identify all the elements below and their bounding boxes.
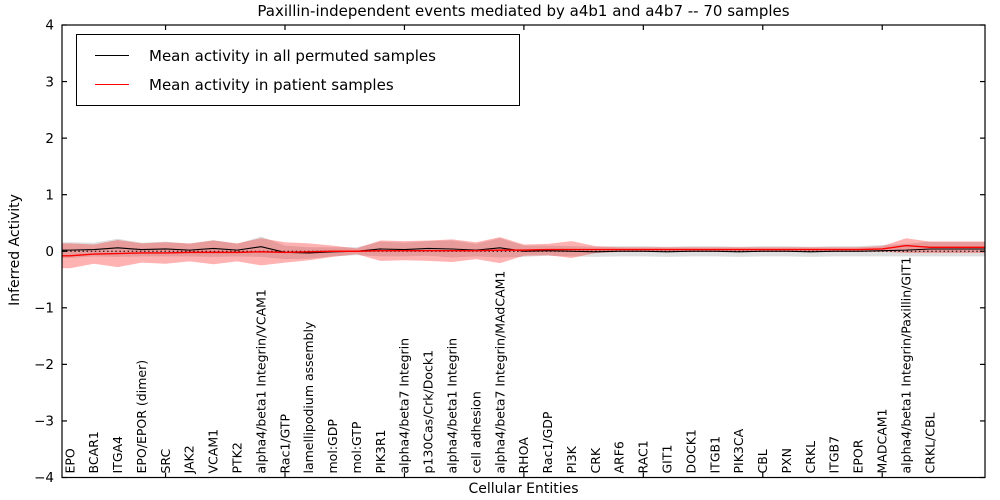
- x-category-label: CBL: [755, 449, 770, 473]
- x-category-label: alpha4/beta1 Integrin/Paxillin/GIT1: [898, 257, 913, 474]
- x-category-label: SRC: [158, 449, 173, 474]
- x-category-label: Rac1/GTP: [277, 414, 292, 474]
- x-category-label: cell adhesion: [468, 391, 483, 473]
- x-category-label: mol:GTP: [349, 421, 364, 473]
- x-category-label: EPOR: [851, 439, 866, 473]
- x-category-label: p130Cas/Crk/Dock1: [421, 350, 436, 474]
- x-category-label: DOCK1: [683, 429, 698, 473]
- x-category-label: Rac1/GDP: [540, 411, 555, 473]
- y-tick-label: 0: [45, 244, 54, 260]
- legend-label-patient: Mean activity in patient samples: [149, 75, 394, 94]
- y-axis-label: Inferred Activity: [7, 194, 23, 306]
- x-category-label: PIK3R1: [373, 429, 388, 473]
- x-category-label: JAK2: [182, 445, 197, 474]
- x-category-label: GIT1: [659, 445, 674, 474]
- x-category-label: CRKL: [803, 441, 818, 474]
- x-category-label: MADCAM1: [874, 409, 889, 474]
- permuted-std-band: [62, 236, 985, 260]
- x-category-label: ARF6: [612, 441, 627, 473]
- x-axis-label: Cellular Entities: [468, 481, 579, 497]
- y-tick-label: 2: [45, 131, 54, 147]
- x-category-label: ITGB7: [827, 436, 842, 474]
- x-category-label: RAC1: [636, 440, 651, 473]
- y-tick-label: 4: [45, 18, 54, 34]
- x-category-label: alpha4/beta7 Integrin/MAdCAM1: [492, 271, 507, 474]
- x-category-label: BCAR1: [86, 431, 101, 473]
- permuted-mean-line: [62, 246, 985, 254]
- legend: Mean activity in all permuted samples Me…: [76, 34, 520, 106]
- x-category-label: alpha4/beta1 Integrin/VCAM1: [253, 289, 268, 473]
- x-category-label: VCAM1: [206, 429, 221, 474]
- x-category-label: PIK3CA: [731, 428, 746, 473]
- x-category-label: EPO: [62, 448, 77, 473]
- legend-line-permuted-icon: [95, 55, 129, 56]
- x-category-label: mol:GDP: [325, 419, 340, 474]
- x-category-label: ITGA4: [110, 436, 125, 474]
- y-tick-label: 1: [45, 187, 54, 203]
- x-category-label: CRK: [588, 447, 603, 473]
- legend-item-permuted: Mean activity in all permuted samples: [89, 41, 507, 70]
- patient-mean-line: [62, 244, 985, 257]
- patient-std-band: [62, 237, 985, 269]
- x-category-label: alpha4/beta1 Integrin: [444, 338, 459, 474]
- y-tick-label: −3: [34, 414, 54, 430]
- x-category-label: lamellipodium assembly: [301, 321, 316, 473]
- y-tick-label: −1: [34, 301, 54, 317]
- x-category-label: PTK2: [229, 442, 244, 473]
- legend-line-patient-icon: [95, 84, 129, 85]
- legend-label-permuted: Mean activity in all permuted samples: [149, 46, 436, 65]
- x-category-label: PI3K: [564, 445, 579, 473]
- x-category-label: PXN: [779, 448, 794, 473]
- x-category-label: CRKL/CBL: [922, 412, 937, 473]
- y-tick-label: −4: [34, 470, 54, 486]
- y-tick-label: −2: [34, 357, 54, 373]
- legend-item-patient: Mean activity in patient samples: [89, 70, 507, 99]
- x-category-label: EPO/EPOR (dimer): [134, 360, 149, 474]
- chart-title: Paxillin-independent events mediated by …: [257, 2, 790, 20]
- x-category-label: ITGB1: [707, 436, 722, 474]
- x-category-label: RHOA: [516, 437, 531, 474]
- x-category-label: alpha4/beta7 Integrin: [397, 338, 412, 474]
- y-tick-label: 3: [45, 74, 54, 90]
